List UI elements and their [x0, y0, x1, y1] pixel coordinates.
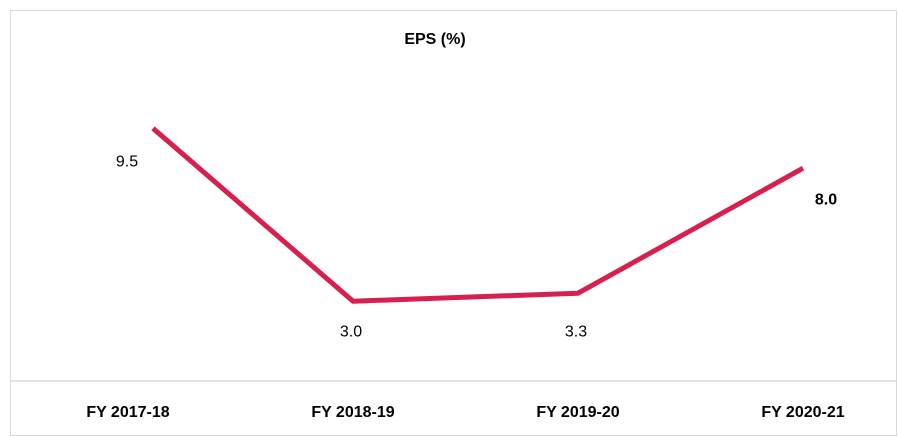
line: [151, 126, 805, 304]
chart-frame: [10, 10, 897, 436]
data-label: 9.5: [116, 154, 138, 171]
x-tick-label: FY 2017-18: [86, 404, 169, 421]
data-label: 3.3: [565, 323, 587, 340]
x-tick-label: FY 2019-20: [536, 404, 619, 421]
data-label: 8.0: [815, 191, 837, 208]
chart-title: EPS (%): [404, 31, 465, 48]
x-tick-label: FY 2018-19: [311, 404, 394, 421]
data-label: 3.0: [340, 323, 362, 340]
x-tick-label: FY 2020-21: [761, 404, 844, 421]
